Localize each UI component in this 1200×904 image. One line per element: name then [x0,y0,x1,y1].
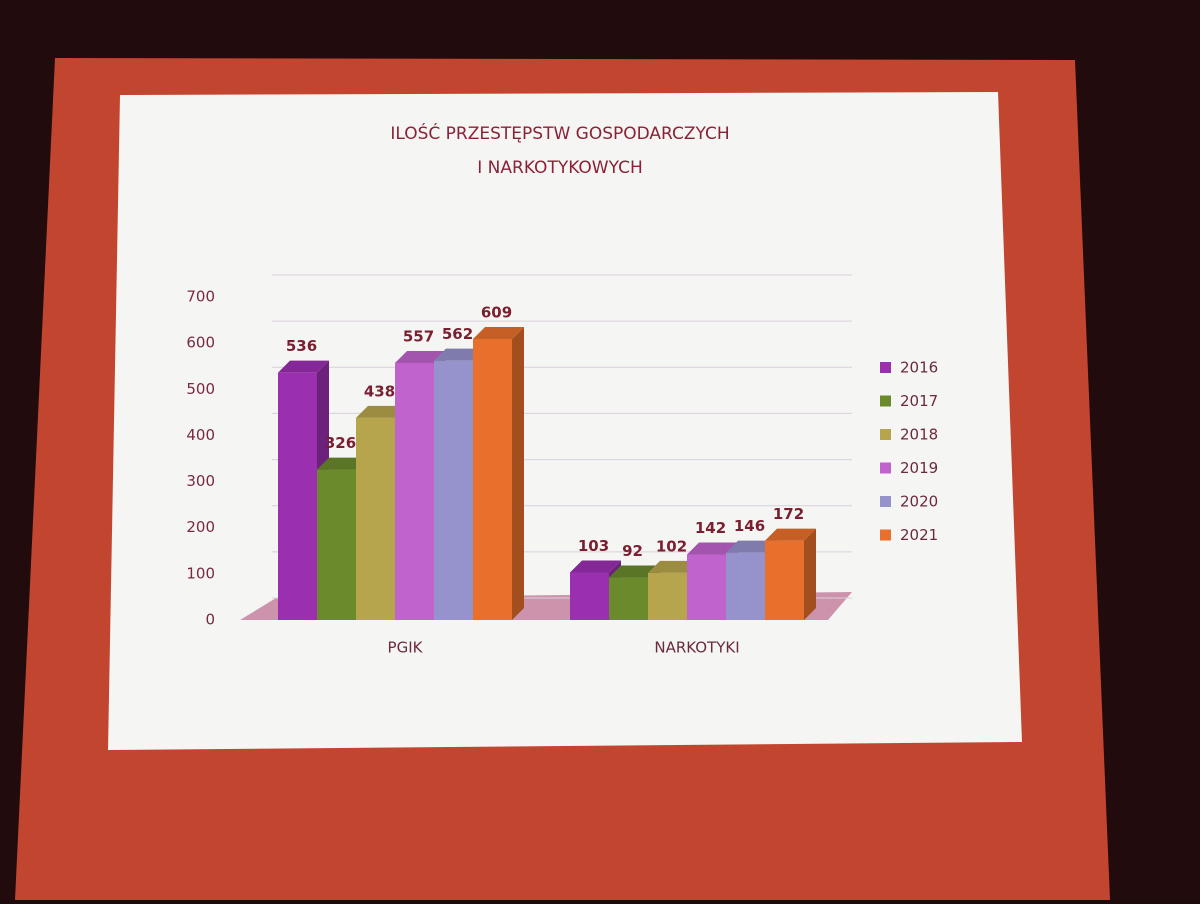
data-label: 92 [622,542,643,560]
legend-swatch [880,395,891,407]
bar-top [687,542,738,555]
legend-label: 2018 [900,426,938,444]
bar-side [804,528,816,620]
x-tick-label: NARKOTYKI [654,639,739,657]
data-label: 142 [695,519,726,537]
legend-swatch [880,362,891,373]
data-label: 562 [442,325,473,343]
bar-top [395,350,446,363]
legend-swatch [880,529,891,541]
data-label: 609 [481,303,512,321]
legend-label: 2020 [900,493,938,511]
bar [395,362,434,620]
legend-swatch [880,496,891,507]
bar [356,417,395,620]
data-label: 438 [364,382,395,400]
data-label: 326 [325,434,356,452]
bar-top [356,405,407,418]
y-tick-label: 300 [186,472,215,490]
bar [434,360,473,620]
y-tick-label: 700 [186,288,215,306]
legend-label: 2019 [900,459,938,477]
y-tick-label: 100 [186,564,215,582]
legend-swatch [880,429,891,440]
data-label: 536 [286,337,317,355]
legend-swatch [880,462,891,474]
data-label: 557 [403,327,434,345]
bar-top [473,326,524,339]
legend-label: 2016 [900,359,938,377]
bar-top [765,528,816,541]
bar-side [512,326,524,620]
bar-top [726,540,777,553]
y-tick-label: 200 [186,518,215,536]
bar [726,552,765,620]
y-tick-label: 600 [186,334,215,352]
bar [687,554,726,620]
chart-title: I NARKOTYKOWYCH [477,158,642,178]
bar [648,572,687,620]
bar-top [278,360,329,373]
data-label: 146 [734,517,765,535]
y-tick-label: 0 [205,611,215,629]
bar-top [317,457,368,470]
bar [278,372,317,620]
bar-top [434,348,485,361]
bar-top [609,565,660,578]
bar [317,469,356,620]
y-tick-label: 500 [186,380,215,398]
y-tick-label: 400 [186,426,215,444]
data-label: 172 [773,505,804,523]
legend-label: 2021 [900,526,938,544]
bar [570,572,609,620]
data-label: 102 [656,537,687,555]
bar [609,577,648,620]
bar [473,338,512,620]
bar-top [648,560,699,573]
slide [108,92,1022,750]
chart-title: ILOŚĆ PRZESTĘPSTW GOSPODARCZYCH [390,122,729,144]
data-label: 103 [578,537,609,555]
bar [765,540,804,620]
legend-label: 2017 [900,392,938,410]
bar-top [570,560,621,573]
x-tick-label: PGIK [388,639,424,657]
